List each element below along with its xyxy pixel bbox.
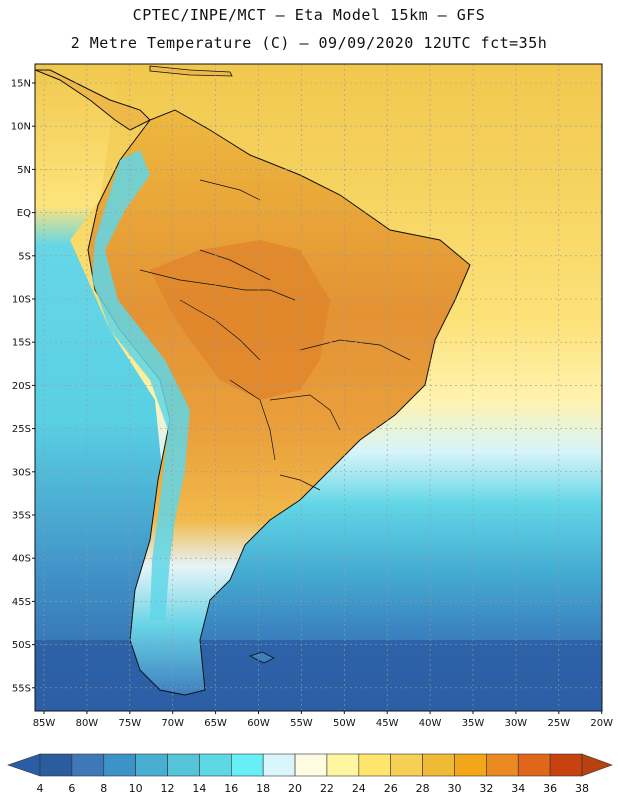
lon-tick-label: 50W [333, 718, 356, 729]
colorbar-swatch [39, 753, 73, 777]
colorbar-label: 28 [416, 782, 430, 795]
lat-tick-label: 25S [12, 424, 31, 435]
colorbar-swatch [517, 753, 551, 777]
colorbar-swatch [103, 753, 136, 777]
lon-tick-label: 20W [590, 718, 613, 729]
lat-tick-label: 50S [12, 640, 31, 651]
lat-tick-label: 15S [12, 338, 31, 349]
country-borders [139, 179, 411, 491]
lon-tick-label: 55W [290, 718, 313, 729]
lon-tick-label: 85W [33, 718, 56, 729]
colorbar-swatch [422, 753, 455, 777]
colorbar-label: 10 [129, 782, 143, 795]
colorbar-label: 38 [575, 782, 589, 795]
lat-tick-label: EQ [17, 208, 31, 219]
colorbar-label: 12 [161, 782, 175, 795]
caribbean-islands [149, 65, 233, 77]
colorbar-swatch [199, 753, 232, 777]
lat-tick-label: 5S [18, 251, 31, 262]
colorbar-swatch [294, 753, 328, 777]
andes-cold-region [92, 150, 190, 620]
colorbar-label: 22 [320, 782, 334, 795]
colorbar-label: 4 [37, 782, 44, 795]
colorbar-swatch [486, 753, 519, 777]
lon-tick-label: 70W [161, 718, 184, 729]
color-scale-bar: 4 6 8 10 12 14 16 18 20 22 24 26 28 30 32 34 36 38 [7, 753, 613, 795]
south-america-landmass [87, 109, 471, 696]
lat-tick-label: 45S [12, 597, 31, 608]
longitude-axis: 85W 80W 75W 70W 65W 60W 55W 50W 45W 40W 35W 30W 25W 2… [33, 711, 613, 729]
colorbar-label: 36 [543, 782, 557, 795]
latitude-axis: 15N 10N 5N EQ 5S 10S 15S 20S 25S 30S 35S 40S 45S 50S 5… [11, 79, 35, 694]
lat-tick-label: 35S [12, 511, 31, 522]
lon-tick-label: 75W [118, 718, 141, 729]
lon-tick-label: 80W [76, 718, 99, 729]
colorbar-swatch [262, 753, 296, 777]
colorbar-label: 20 [288, 782, 302, 795]
pacific-ocean [35, 64, 165, 711]
colorbar-low-arrow [7, 753, 41, 777]
colorbar-label: 30 [447, 782, 461, 795]
colorbar-swatch [454, 753, 487, 777]
lat-tick-label: 55S [12, 683, 31, 694]
colorbar-swatch [390, 753, 423, 777]
colorbar-label: 14 [192, 782, 206, 795]
lat-tick-label: 20S [12, 381, 31, 392]
colorbar-swatch [167, 753, 200, 777]
colorbar-swatch [326, 753, 360, 777]
map-title: CPTEC/INPE/MCT – Eta Model 15km – GFS [132, 6, 486, 24]
colorbar-label: 24 [352, 782, 366, 795]
colorbar-swatch [358, 753, 392, 777]
lat-tick-label: 30S [12, 467, 31, 478]
colorbar-high-arrow [581, 753, 613, 777]
lat-tick-label: 10S [12, 295, 31, 306]
lat-tick-label: 40S [12, 554, 31, 565]
lon-tick-label: 30W [505, 718, 528, 729]
map-frame-border [34, 63, 603, 712]
lon-tick-label: 60W [247, 718, 270, 729]
colorbar-label: 6 [68, 782, 75, 795]
lon-tick-label: 35W [462, 718, 485, 729]
map-subtitle: 2 Metre Temperature (C) – 09/09/2020 12U… [70, 34, 548, 52]
temperature-map: 15N 10N 5N EQ 5S 10S 15S 20S 25S 30S 35S 40S 45S 50S 5… [11, 63, 613, 729]
colorbar-label: 18 [256, 782, 270, 795]
southern-ocean [35, 640, 602, 711]
hot-interior-region [150, 240, 330, 400]
lon-tick-label: 25W [547, 718, 570, 729]
colorbar-swatch [230, 753, 264, 777]
falkland-islands [248, 651, 275, 664]
colorbar-swatch [549, 753, 583, 777]
colorbar-label: 32 [479, 782, 493, 795]
colorbar-swatch [71, 753, 105, 777]
colorbar-swatch [135, 753, 168, 777]
lat-tick-label: 10N [11, 122, 31, 133]
colorbar-label: 8 [100, 782, 107, 795]
lon-tick-label: 40W [419, 718, 442, 729]
colorbar-label: 34 [511, 782, 525, 795]
lat-tick-label: 5N [17, 165, 31, 176]
colorbar-label: 16 [224, 782, 238, 795]
central-america [35, 69, 151, 131]
lon-tick-label: 65W [204, 718, 227, 729]
lon-tick-label: 45W [376, 718, 399, 729]
lat-tick-label: 15N [11, 79, 31, 90]
colorbar-label: 26 [384, 782, 398, 795]
